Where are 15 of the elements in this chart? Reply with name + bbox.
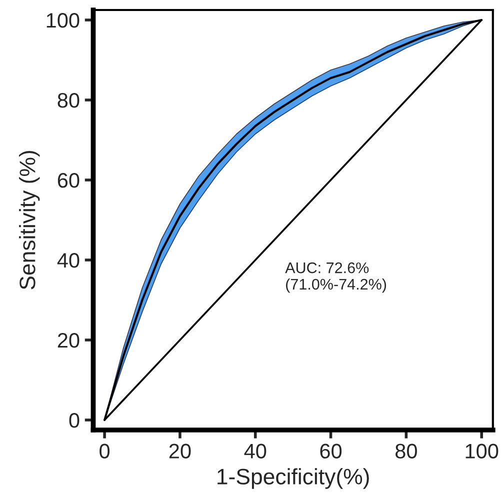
x-tick-label: 60 (320, 444, 342, 458)
y-tick-label: 20 (58, 333, 80, 348)
y-axis-title: Sensitivity (%) (19, 150, 40, 290)
x-tick-label: 100 (466, 444, 498, 458)
annotation: AUC: 72.6% (71.0%-74.2%) (285, 262, 386, 293)
y-tick-label: 100 (46, 13, 80, 28)
x-tick-label: 0 (100, 444, 110, 458)
x-tick-label: 40 (244, 444, 266, 458)
x-tick-label: 80 (396, 444, 417, 458)
y-tick-label: 60 (58, 173, 80, 188)
x-axis-title: 1-Specificity(%) (218, 468, 369, 489)
y-tick-label: 40 (57, 253, 80, 268)
x-tick-label: 20 (169, 444, 191, 458)
y-tick-label: 0 (69, 413, 80, 428)
y-tick-label: 80 (58, 93, 80, 108)
